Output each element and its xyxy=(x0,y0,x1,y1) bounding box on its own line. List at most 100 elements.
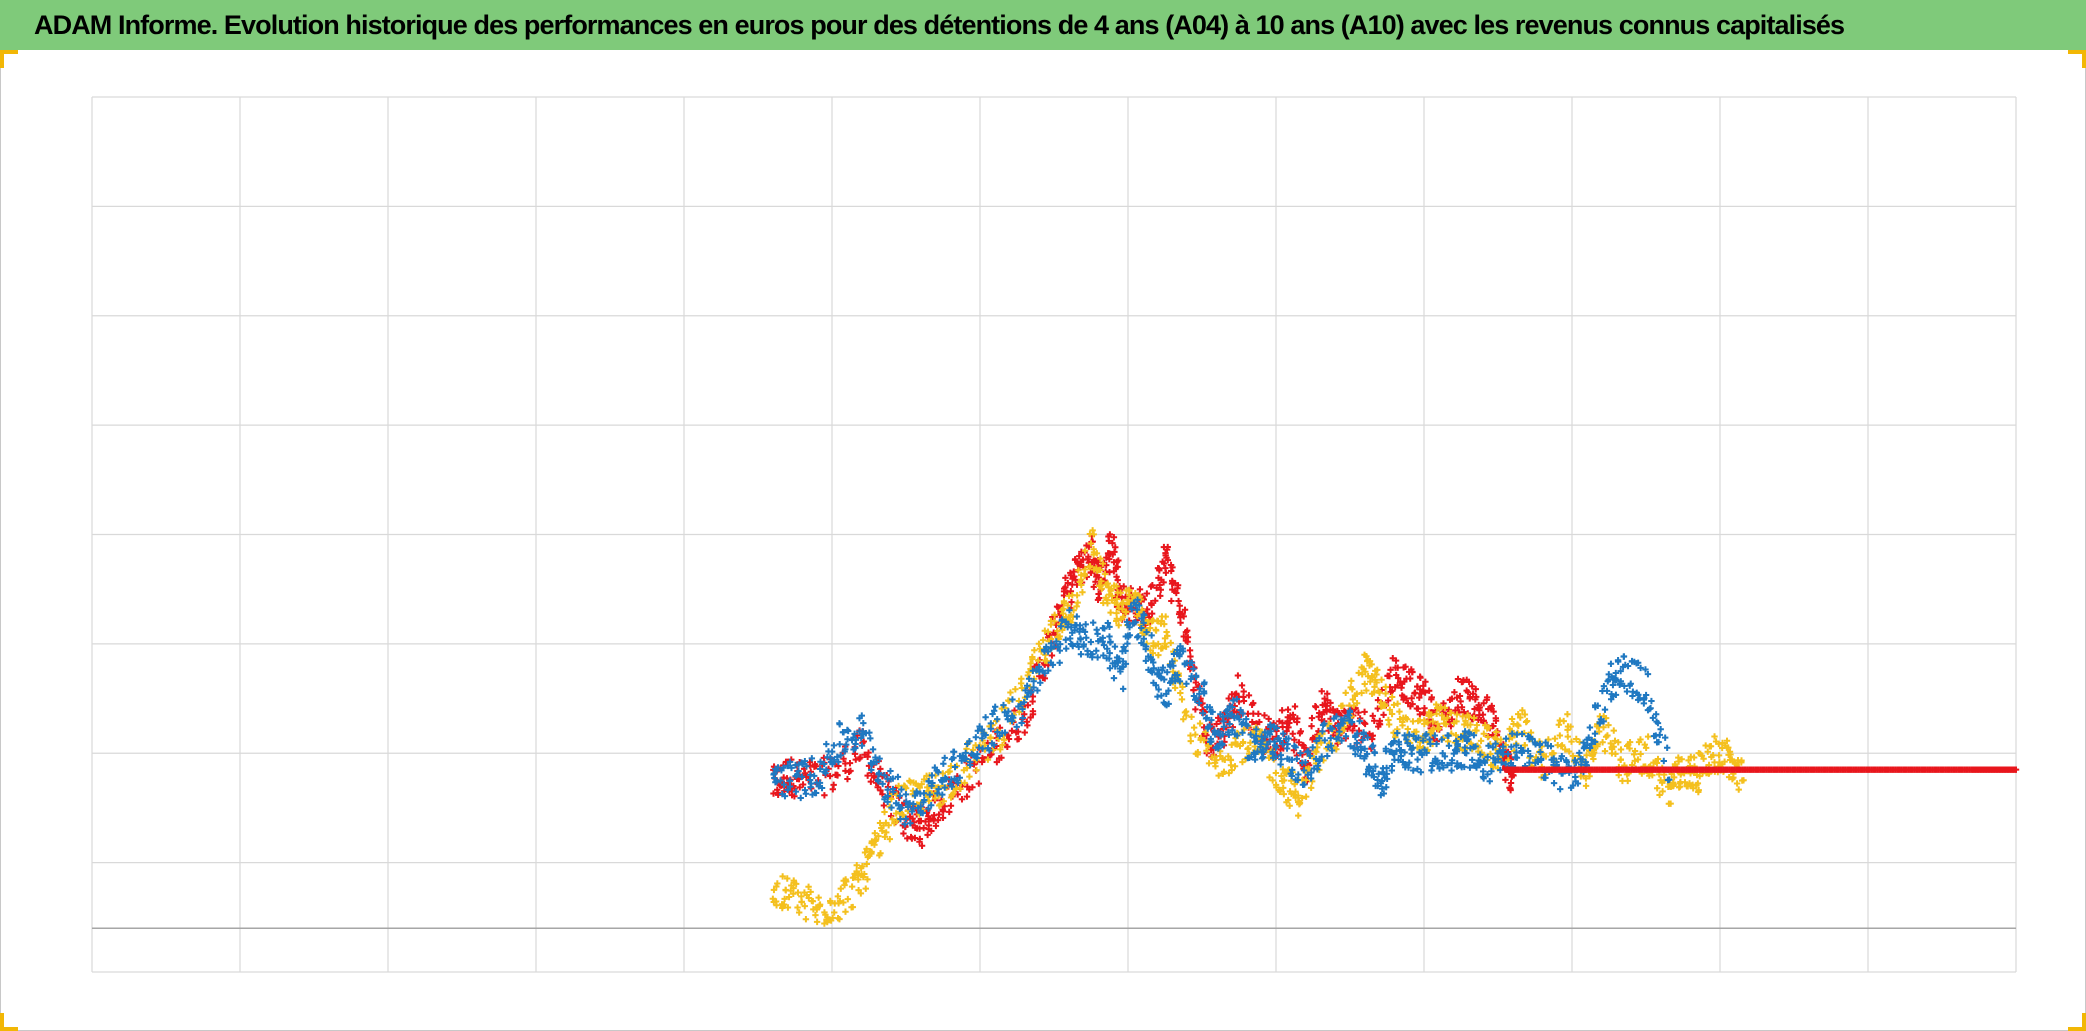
data-point xyxy=(888,804,895,811)
data-point xyxy=(1148,656,1156,663)
data-point xyxy=(911,834,919,842)
data-point xyxy=(1106,531,1114,538)
data-point xyxy=(1582,775,1590,782)
data-point xyxy=(1404,725,1412,733)
data-point xyxy=(1066,607,1073,614)
data-point xyxy=(1385,697,1392,704)
data-point xyxy=(1353,700,1361,707)
data-point xyxy=(947,802,955,809)
data-point xyxy=(968,750,975,757)
data-point xyxy=(1138,615,1145,622)
data-point xyxy=(935,785,942,793)
data-point xyxy=(1094,596,1102,604)
data-point xyxy=(1119,685,1127,693)
data-point xyxy=(855,876,862,883)
data-point xyxy=(1196,720,1204,727)
data-point xyxy=(1580,739,1587,746)
data-point xyxy=(1093,550,1101,557)
data-point xyxy=(898,804,905,811)
data-point xyxy=(1399,758,1407,766)
data-point xyxy=(774,789,782,796)
data-point xyxy=(1054,633,1061,640)
data-point xyxy=(1353,739,1361,747)
data-point xyxy=(1077,576,1085,583)
data-point xyxy=(1381,702,1389,710)
data-point xyxy=(1612,750,1619,758)
data-point xyxy=(1280,784,1287,792)
data-point xyxy=(1092,578,1099,585)
data-point xyxy=(786,783,794,790)
data-point xyxy=(796,784,803,791)
data-point xyxy=(1004,743,1011,750)
data-point xyxy=(1099,560,1107,567)
data-point xyxy=(849,903,857,911)
data-point xyxy=(1239,710,1246,717)
data-point xyxy=(867,735,874,742)
data-point xyxy=(1135,633,1142,640)
data-point xyxy=(966,738,973,745)
data-point xyxy=(1112,544,1119,551)
data-point xyxy=(1735,786,1742,793)
data-point xyxy=(903,798,910,805)
data-point xyxy=(1119,613,1127,621)
data-point xyxy=(1615,739,1622,746)
data-point xyxy=(1329,706,1337,713)
data-point xyxy=(1420,682,1427,690)
data-point xyxy=(1278,707,1286,714)
data-point xyxy=(1590,749,1598,756)
data-point xyxy=(797,794,804,802)
data-point xyxy=(777,777,784,784)
data-point xyxy=(1157,586,1164,593)
data-point xyxy=(1160,579,1167,586)
data-point xyxy=(1018,684,1026,692)
data-point xyxy=(1565,748,1573,755)
data-point xyxy=(1306,752,1314,760)
data-point xyxy=(858,742,866,749)
data-point xyxy=(1245,745,1252,752)
data-point xyxy=(1550,755,1557,762)
data-point xyxy=(1649,772,1656,779)
data-point xyxy=(1563,758,1570,766)
data-point xyxy=(1652,711,1660,718)
data-point xyxy=(1383,764,1390,772)
data-point xyxy=(1349,686,1356,693)
data-point xyxy=(1339,720,1346,727)
data-point xyxy=(1364,766,1372,773)
data-point xyxy=(1062,574,1069,582)
data-point xyxy=(1457,762,1465,769)
data-point xyxy=(1531,739,1539,746)
data-point xyxy=(1126,591,1133,599)
data-point xyxy=(1723,737,1731,744)
data-point xyxy=(1564,733,1572,740)
data-point xyxy=(1233,732,1241,739)
data-point xyxy=(1259,746,1267,753)
data-point xyxy=(884,798,891,806)
data-point xyxy=(1448,709,1455,717)
data-point xyxy=(875,771,882,778)
data-point xyxy=(831,909,838,916)
data-point xyxy=(939,814,947,822)
data-point xyxy=(1117,589,1124,597)
data-point xyxy=(1624,662,1632,670)
data-point xyxy=(1333,713,1340,720)
data-point xyxy=(1433,740,1440,748)
data-point xyxy=(1465,678,1473,686)
data-point xyxy=(1304,771,1312,778)
data-point xyxy=(830,781,837,789)
data-point xyxy=(1035,640,1043,647)
data-point xyxy=(1466,730,1473,738)
data-point xyxy=(1089,619,1097,626)
data-point xyxy=(1663,744,1671,751)
data-point xyxy=(1461,734,1468,741)
data-point xyxy=(1053,638,1060,645)
data-point xyxy=(1558,752,1566,760)
data-point xyxy=(962,749,969,757)
data-point xyxy=(1287,770,1294,777)
data-point xyxy=(1521,711,1529,718)
data-point xyxy=(1489,744,1497,751)
data-point xyxy=(1374,776,1381,784)
data-point xyxy=(1246,754,1253,761)
data-point xyxy=(1433,710,1440,718)
data-point xyxy=(1179,645,1186,652)
data-point xyxy=(1644,733,1652,740)
